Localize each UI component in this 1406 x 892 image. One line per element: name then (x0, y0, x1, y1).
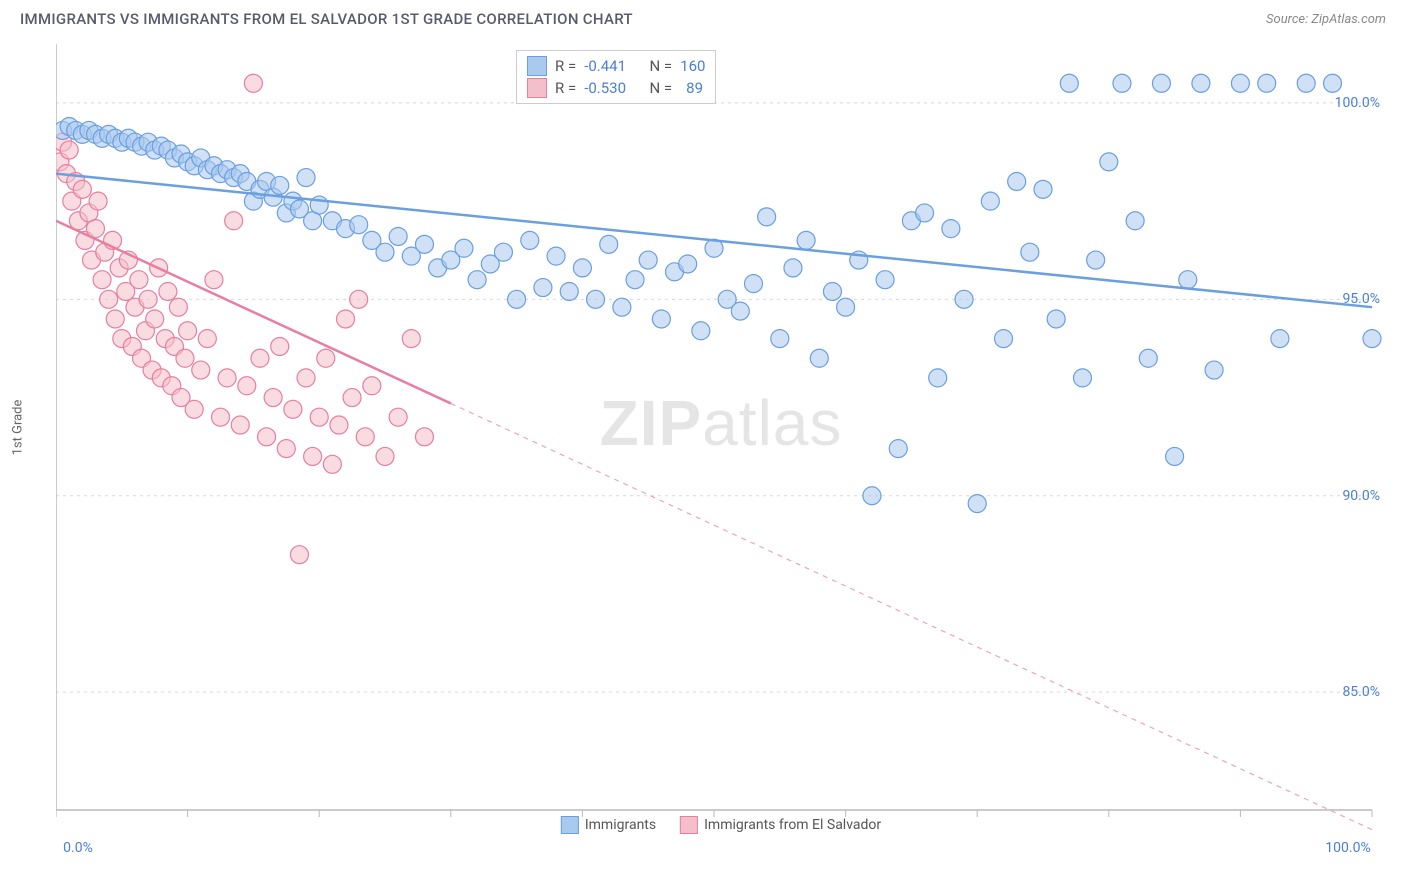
stats-row-1: R = -0.530 N = 89 (527, 77, 705, 99)
stats-n-label-1: N = (649, 79, 672, 97)
stats-n-value-0: 160 (680, 57, 705, 75)
y-axis-label: 1st Grade (11, 400, 26, 456)
stats-legend-box: R = -0.441 N = 160 R = -0.530 N = 89 (516, 50, 716, 104)
bottom-legend: Immigrants Immigrants from El Salvador (561, 816, 881, 834)
stats-n-label-0: N = (649, 57, 672, 75)
chart-area: ZIPatlas R = -0.441 N = 160 R = -0.530 N… (56, 44, 1386, 834)
stats-r-label-1: R = (555, 79, 576, 97)
chart-title: IMMIGRANTS VS IMMIGRANTS FROM EL SALVADO… (20, 10, 633, 28)
stats-r-label-0: R = (555, 57, 576, 75)
stats-r-value-0: -0.441 (584, 57, 626, 75)
legend-label-0: Immigrants (585, 817, 656, 833)
x-tick-label: 100.0% (1325, 840, 1370, 856)
legend-swatch-0 (561, 816, 579, 834)
stats-swatch-1 (527, 78, 547, 98)
stats-row-0: R = -0.441 N = 160 (527, 55, 705, 77)
legend-item-0: Immigrants (561, 816, 656, 834)
x-tick-label: 0.0% (63, 840, 93, 856)
y-tick-label: 90.0% (1342, 488, 1380, 504)
y-tick-label: 85.0% (1342, 684, 1380, 700)
stats-swatch-0 (527, 56, 547, 76)
legend-label-1: Immigrants from El Salvador (704, 817, 881, 833)
y-tick-label: 95.0% (1342, 291, 1380, 307)
chart-source: Source: ZipAtlas.com (1266, 12, 1386, 27)
legend-swatch-1 (680, 816, 698, 834)
legend-item-1: Immigrants from El Salvador (680, 816, 881, 834)
watermark-light: atlas (702, 387, 842, 459)
y-tick-label: 100.0% (1335, 95, 1380, 111)
stats-r-value-1: -0.530 (584, 79, 626, 97)
stats-n-value-1: 89 (680, 79, 703, 97)
watermark: ZIPatlas (600, 386, 843, 460)
watermark-bold: ZIP (600, 387, 703, 459)
chart-header: IMMIGRANTS VS IMMIGRANTS FROM EL SALVADO… (0, 0, 1406, 36)
